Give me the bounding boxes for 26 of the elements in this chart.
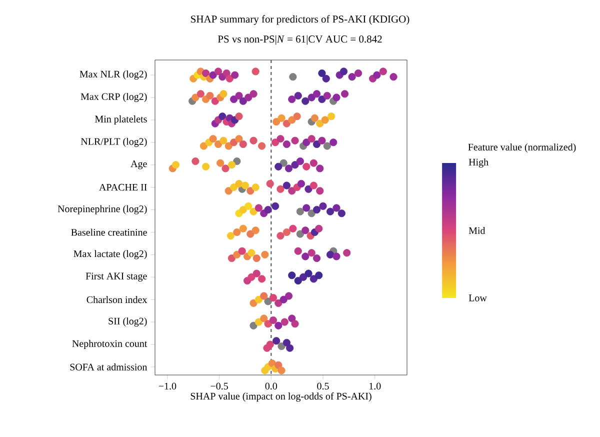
y-tick-label: Max CRP (log2) xyxy=(80,92,147,102)
y-tick-label: Norepinephrine (log2) xyxy=(58,205,147,214)
y-tick-label: APACHE II xyxy=(99,184,147,191)
x-axis-title: SHAP value (impact on log-odds of PS-AKI) xyxy=(190,392,372,402)
y-tick-label: Charlson index xyxy=(86,296,148,304)
y-tick-label: Min platelets xyxy=(95,115,147,124)
chart-subtitle: PS vs non-PS|N = 61|CV AUC = 0.842 xyxy=(218,35,382,45)
x-tick-label: −0.5 xyxy=(210,382,228,390)
y-tick-label: First AKI stage xyxy=(86,272,147,282)
color-bar-title: Feature value (normalized) xyxy=(468,143,576,153)
chart-title: SHAP summary for predictors of PS-AKI (KDIGO) xyxy=(191,15,410,25)
y-tick-label: SII (log2) xyxy=(108,317,147,327)
x-tick-label: 1.0 xyxy=(369,382,381,390)
y-tick-label: Nephrotoxin count xyxy=(72,340,148,349)
x-tick-label: −1.0 xyxy=(158,382,176,390)
y-tick-label: Max NLR (log2) xyxy=(80,70,147,80)
color-bar-label: High xyxy=(468,158,488,168)
y-tick-label: Max lactate (log2) xyxy=(74,250,147,260)
color-bar-label: Mid xyxy=(468,226,486,234)
y-tick-label: Baseline creatinine xyxy=(71,228,147,236)
x-tick-label: 0.0 xyxy=(265,382,278,390)
y-tick-label: Age xyxy=(130,160,147,170)
y-tick-label: SOFA at admission xyxy=(70,363,148,370)
color-bar-label: Low xyxy=(468,294,487,302)
x-tick-label: 0.5 xyxy=(317,382,329,390)
y-tick-label: NLR/PLT (log2) xyxy=(80,138,147,147)
